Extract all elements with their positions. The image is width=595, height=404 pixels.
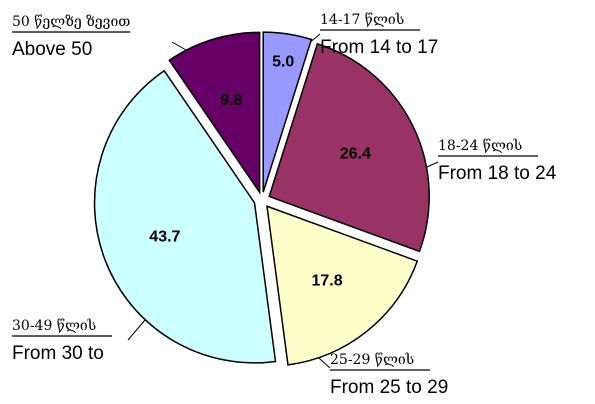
legend-label-ka: 25-29 წლის (330, 351, 414, 368)
legend-label: From 14 to 17 (320, 37, 438, 58)
legend-label: From 25 to 29 (330, 377, 448, 398)
legend-label-ka: 14-17 წლის (320, 11, 404, 28)
pie-slice (268, 42, 430, 253)
data-label: 5.0 (272, 54, 294, 71)
data-label: 43.7 (149, 228, 180, 245)
pie-slice (93, 69, 277, 364)
legend-label-ka: 50 წელზე ზევით (12, 13, 130, 30)
legend-label: From 18 to 24 (438, 163, 557, 184)
data-label: 9.8 (220, 92, 242, 109)
legend-label: From 30 to (12, 343, 104, 364)
legend-label: Above 50 (12, 39, 92, 60)
data-label: 17.8 (312, 272, 343, 289)
leader-line (127, 319, 146, 341)
leader-line (171, 41, 187, 51)
pie-slice (262, 31, 313, 193)
legend-label-ka: 18-24 წლის (438, 137, 522, 154)
pie-slice (168, 31, 261, 195)
data-label: 26.4 (340, 145, 371, 162)
legend-label-ka: 30-49 წლის (12, 317, 96, 334)
pie-slice (266, 205, 419, 366)
